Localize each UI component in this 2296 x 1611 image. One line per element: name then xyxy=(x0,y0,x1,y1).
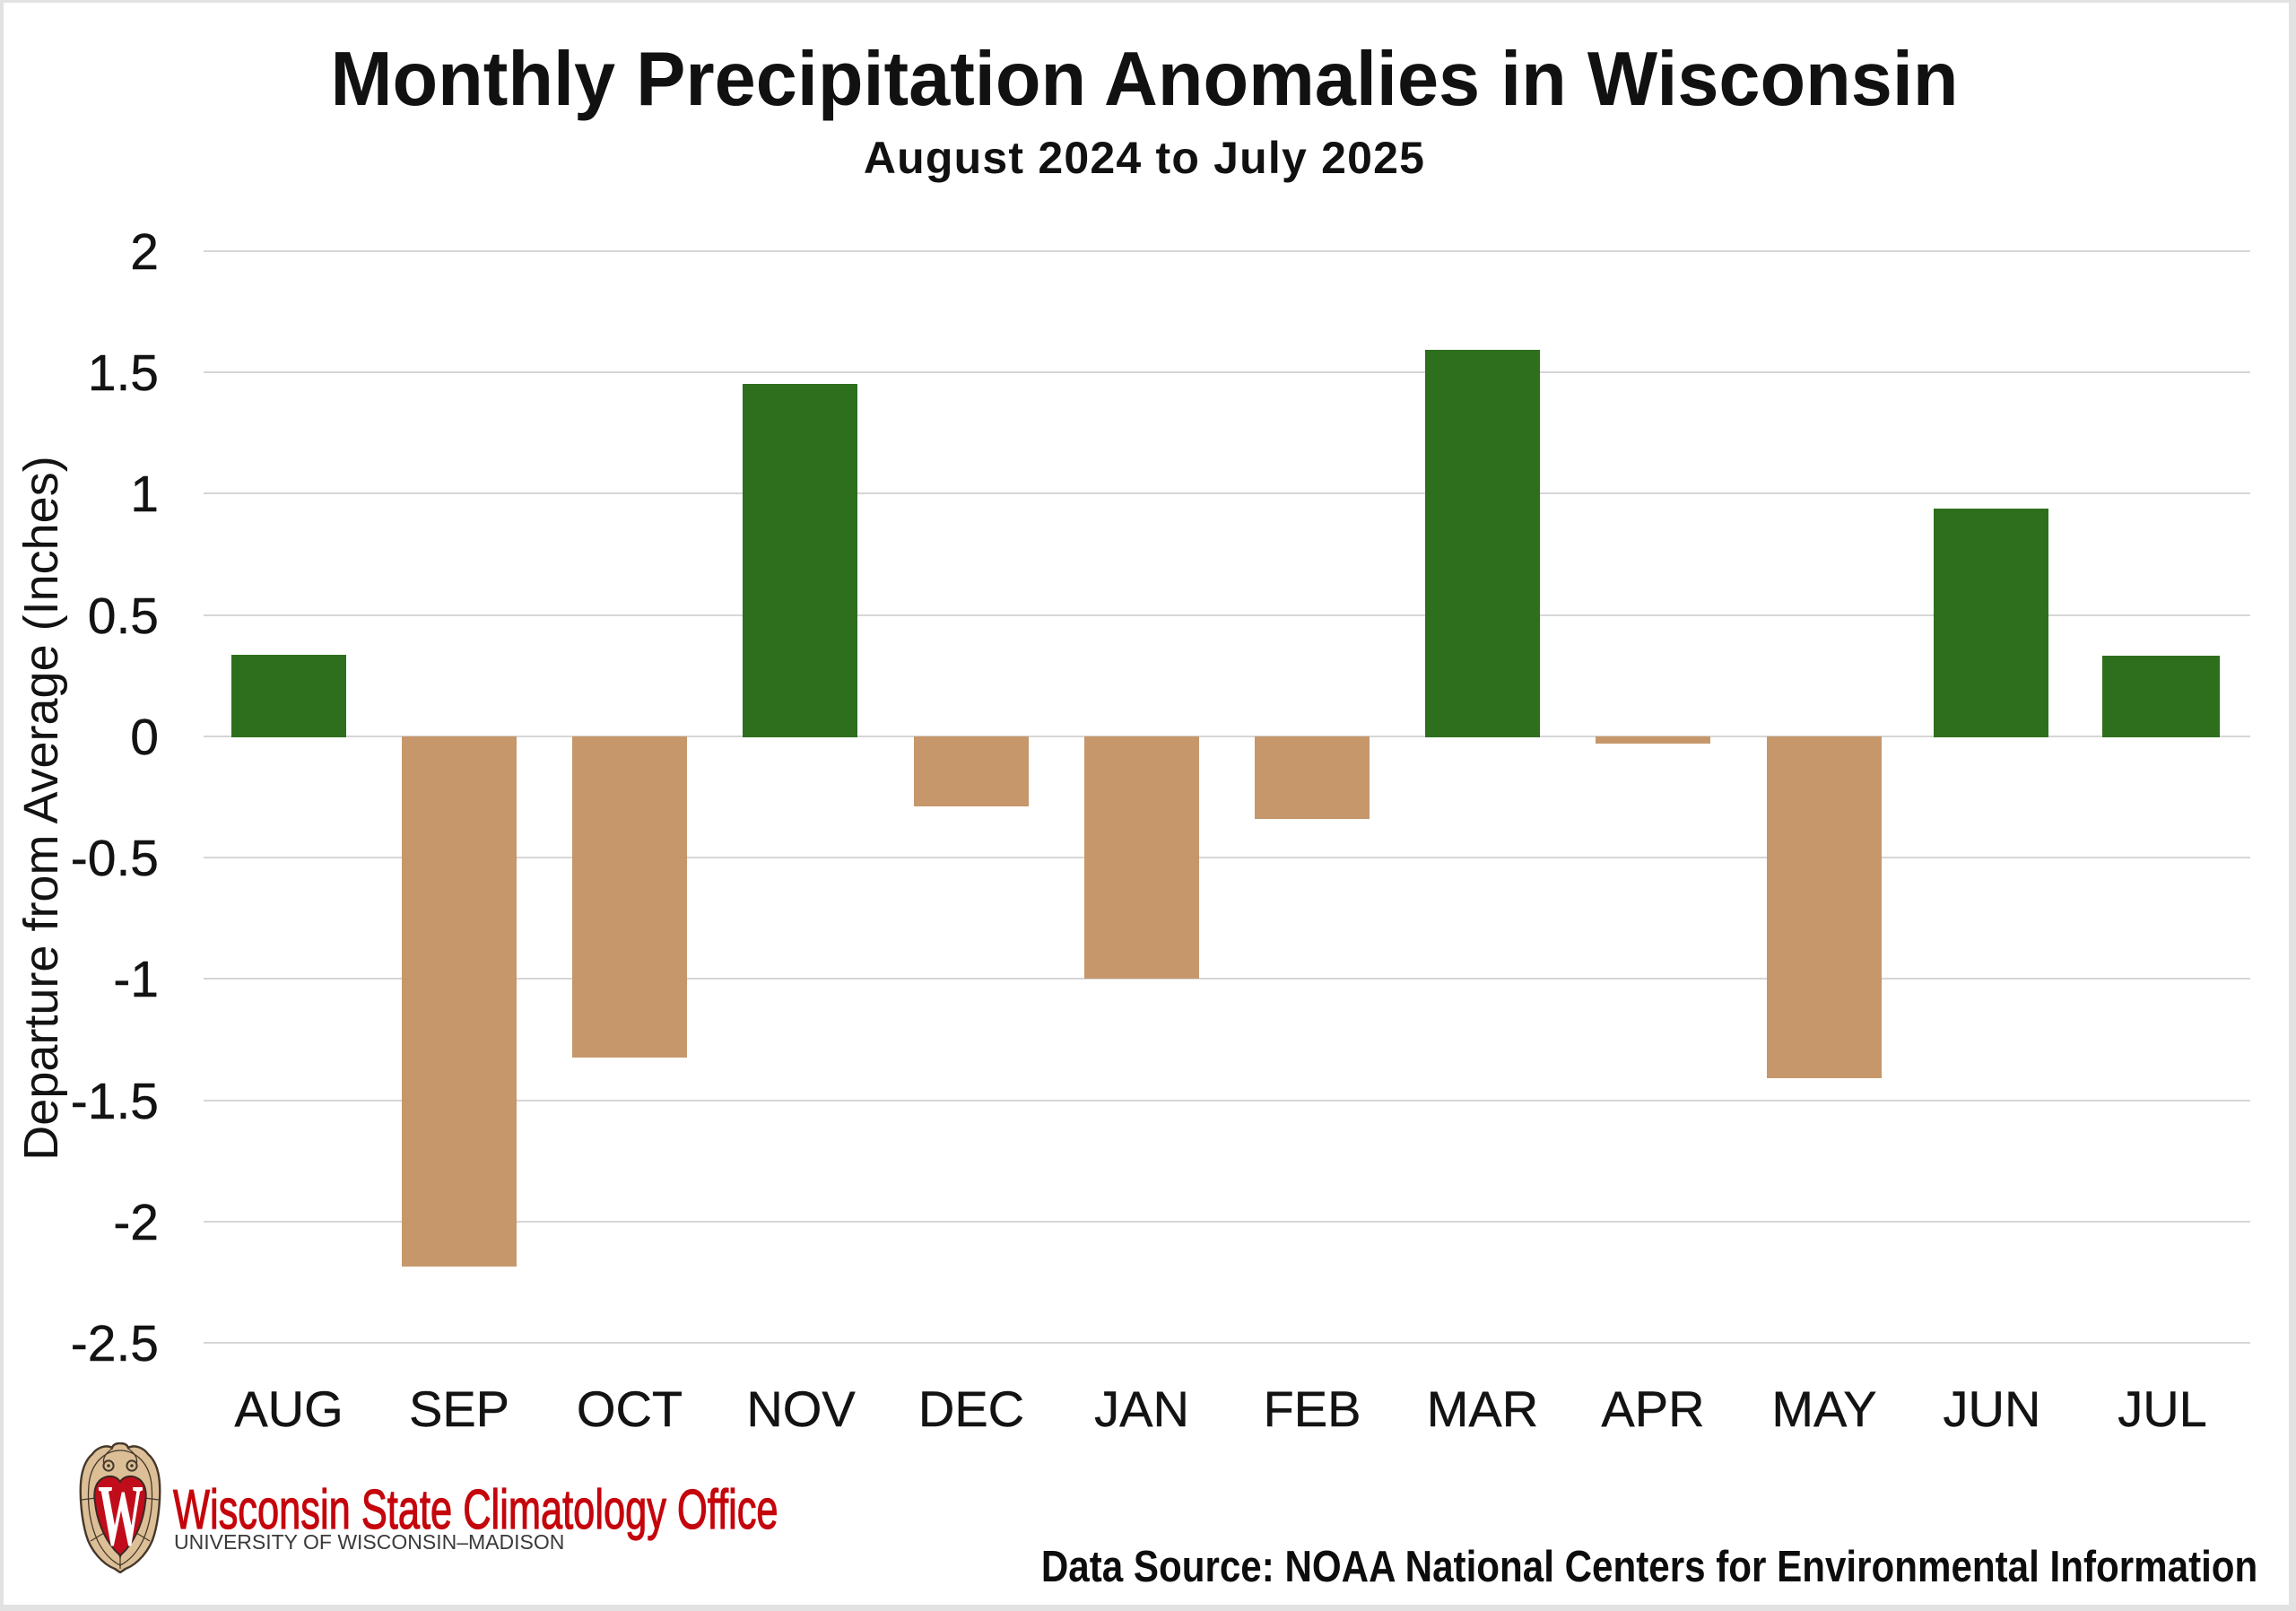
svg-text:W: W xyxy=(98,1467,143,1563)
